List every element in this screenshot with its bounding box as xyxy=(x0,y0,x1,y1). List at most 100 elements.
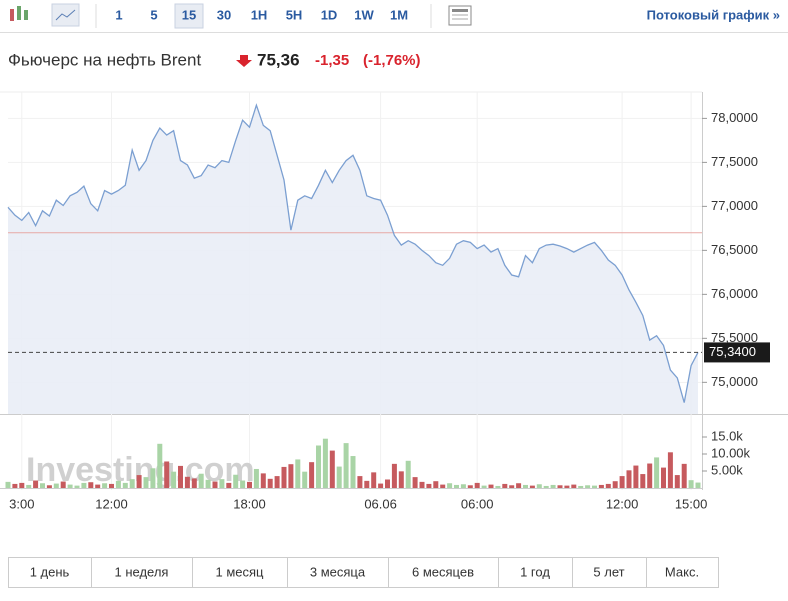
volume-bar xyxy=(667,452,673,488)
volume-bar xyxy=(467,485,473,488)
volume-bar xyxy=(33,480,39,488)
volume-bar xyxy=(509,485,515,488)
range-button[interactable] xyxy=(287,557,389,588)
interval-button[interactable]: 1 xyxy=(115,7,122,22)
volume-bar xyxy=(661,467,666,488)
interval-button[interactable]: 1W xyxy=(354,7,374,22)
interval-button[interactable]: 5H xyxy=(286,7,303,22)
candle-icon[interactable] xyxy=(10,6,28,21)
interval-button[interactable]: 1D xyxy=(321,7,338,22)
y-tick-label: 78,0000 xyxy=(711,110,758,125)
volume-bar xyxy=(398,471,404,488)
volume-bar xyxy=(74,485,80,488)
range-button[interactable] xyxy=(8,557,92,588)
price: 75,36 xyxy=(257,50,300,69)
volume-bar xyxy=(226,482,232,488)
stream-link[interactable]: Потоковый график » xyxy=(647,7,780,22)
x-tick-label: 06:00 xyxy=(461,496,494,511)
volume-bar xyxy=(502,483,508,488)
last-value-label: 75,3400 xyxy=(709,344,756,359)
volume-bar xyxy=(654,457,660,488)
x-tick-label: 12:00 xyxy=(95,496,128,511)
x-tick-label: 3:00 xyxy=(9,496,34,511)
interval-button[interactable]: 15 xyxy=(182,7,196,22)
volume-bar xyxy=(150,468,156,488)
volume-bar xyxy=(412,477,418,488)
range-button[interactable] xyxy=(91,557,193,588)
volume-bar xyxy=(212,481,218,488)
volume-bar xyxy=(102,483,108,488)
volume-bar xyxy=(12,483,18,488)
volume-bar xyxy=(454,484,459,488)
volume-bar xyxy=(460,484,466,488)
volume-bar xyxy=(288,464,294,488)
range-button[interactable] xyxy=(498,557,573,588)
volume-bar xyxy=(115,480,121,488)
volume-tick-label: 10.00k xyxy=(711,445,751,460)
volume-bar xyxy=(191,478,197,488)
range-button-label[interactable]: 1 месяц xyxy=(216,564,265,579)
y-tick-label: 76,0000 xyxy=(711,286,758,301)
interval-button[interactable]: 30 xyxy=(217,7,231,22)
volume-bar xyxy=(88,482,94,488)
volume-bar xyxy=(274,476,280,488)
volume-bar xyxy=(329,450,335,488)
range-button[interactable] xyxy=(646,557,719,588)
selected-interval xyxy=(174,3,204,29)
volume-bar xyxy=(198,473,204,488)
volume-bar xyxy=(219,479,225,488)
volume-bar xyxy=(626,470,632,488)
instrument-title: Фьючерс на нефть Brent xyxy=(8,50,201,69)
chart: 75,0000 75,5000 76,0000 76,5000 77,0000 77,50… xyxy=(0,91,788,511)
volume-bar xyxy=(309,462,315,488)
volume-bar xyxy=(350,456,356,488)
volume-bar xyxy=(67,484,73,488)
range-button-label[interactable]: 1 день xyxy=(30,564,70,579)
range-button-label[interactable]: 1 неделя xyxy=(115,564,169,579)
range-button[interactable] xyxy=(192,557,288,588)
range-button-label[interactable]: 1 год xyxy=(520,564,550,579)
volume-bar xyxy=(109,483,114,488)
volume-bar xyxy=(164,461,170,488)
area-icon[interactable] xyxy=(51,3,80,27)
volume-bar xyxy=(26,484,32,488)
range-button-label[interactable]: 3 месяца xyxy=(310,564,366,579)
volume-bar xyxy=(557,485,563,488)
volume-bar xyxy=(550,484,556,488)
volume-bar xyxy=(647,463,653,488)
volume-bar xyxy=(633,465,639,488)
volume-bar xyxy=(357,476,363,488)
range-button-label[interactable]: Макс. xyxy=(665,564,699,579)
volume-tick-label: 5.00k xyxy=(711,462,743,477)
volume-bar xyxy=(336,466,342,488)
x-tick-label: 06.06 xyxy=(364,496,397,511)
volume-bar xyxy=(605,483,611,488)
x-tick-label: 18:00 xyxy=(233,496,266,511)
table-icon[interactable] xyxy=(448,5,472,26)
volume-bar xyxy=(695,482,701,488)
volume-bar xyxy=(495,485,501,488)
volume-bar xyxy=(205,479,211,488)
x-tick-label: 15:00 xyxy=(675,496,708,511)
interval-button[interactable]: 1H xyxy=(251,7,268,22)
volume-bar xyxy=(184,476,190,488)
y-tick-label: 76,5000 xyxy=(711,242,758,257)
volume-bar xyxy=(60,481,66,488)
interval-button[interactable]: 1M xyxy=(390,7,408,22)
last-value-box xyxy=(704,342,770,363)
volume-bar xyxy=(364,480,370,488)
volume-bar xyxy=(253,468,259,488)
volume-bar xyxy=(247,481,252,488)
volume-bar xyxy=(371,472,377,488)
volume-bar xyxy=(260,473,266,488)
volume-bar xyxy=(578,485,584,488)
interval-button[interactable]: 5 xyxy=(150,7,157,22)
volume-bar xyxy=(81,482,87,488)
volume-bar xyxy=(426,483,432,488)
range-button-label[interactable]: 5 лет xyxy=(593,564,624,579)
y-tick-label: 77,5000 xyxy=(711,154,758,169)
range-button-label[interactable]: 6 месяцев xyxy=(412,564,474,579)
volume-bar xyxy=(405,460,411,488)
volume-bar xyxy=(681,463,687,488)
